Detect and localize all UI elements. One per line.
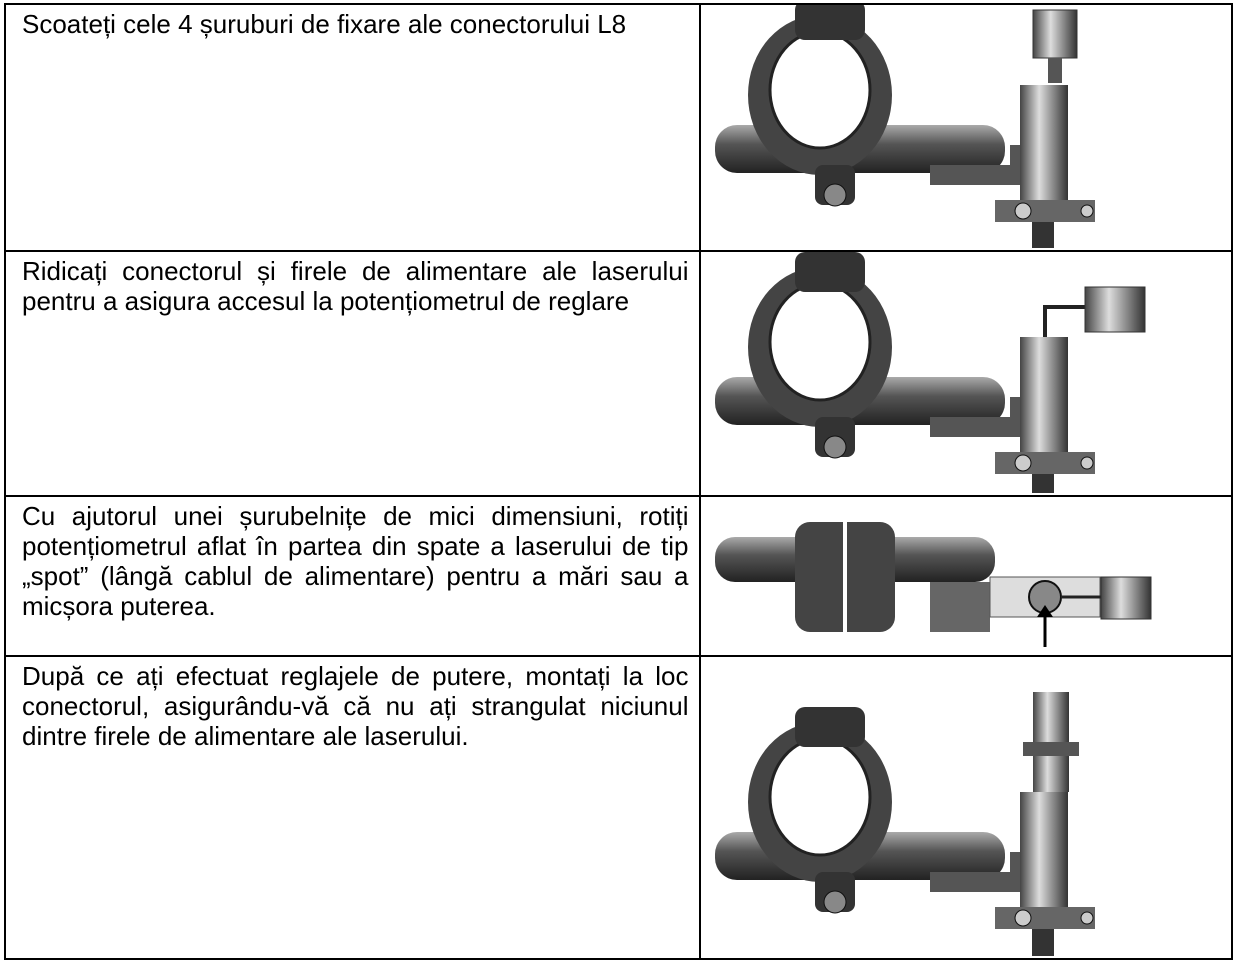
- step-text: Cu ajutorul unei șurubelnițe de mici dim…: [4, 495, 701, 657]
- illustration: [713, 5, 1097, 248]
- step-image: [698, 3, 1234, 252]
- illustration: [714, 522, 1152, 647]
- step-text: Ridicați conectorul și firele de aliment…: [4, 250, 701, 497]
- row: Cu ajutorul unei șurubelnițe de mici dim…: [4, 495, 1234, 657]
- step-image: [698, 655, 1234, 960]
- instruction-table: Scoateți cele 4 șuruburi de fixare ale c…: [4, 3, 1234, 960]
- row: Ridicați conectorul și firele de aliment…: [4, 250, 1234, 497]
- step-text: După ce ați efectuat reglajele de putere…: [4, 655, 701, 960]
- step-text: Scoateți cele 4 șuruburi de fixare ale c…: [4, 3, 701, 252]
- row: Scoateți cele 4 șuruburi de fixare ale c…: [4, 3, 1234, 252]
- step-image: [698, 250, 1234, 497]
- illustration: [713, 692, 1097, 956]
- row: După ce ați efectuat reglajele de putere…: [4, 655, 1234, 960]
- illustration: [713, 252, 1146, 493]
- step-image: [698, 495, 1234, 657]
